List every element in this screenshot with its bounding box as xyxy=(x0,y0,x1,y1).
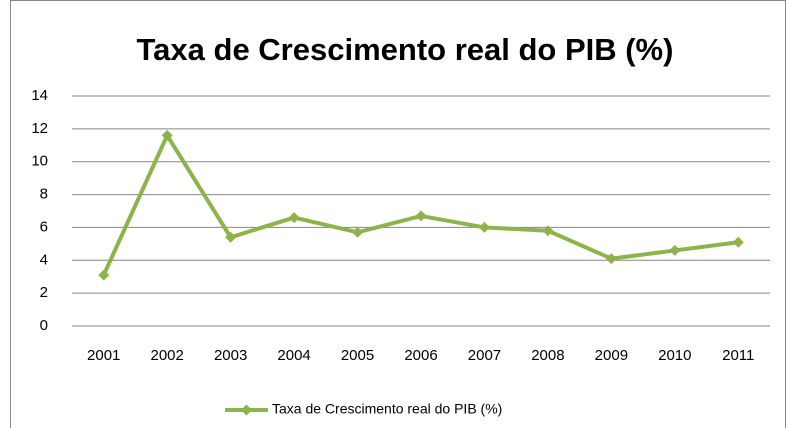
y-tick-label: 14 xyxy=(31,87,48,104)
marker xyxy=(161,129,173,141)
y-tick-label: 4 xyxy=(40,251,48,268)
x-tick-label: 2003 xyxy=(214,347,247,364)
marker xyxy=(542,225,554,237)
marker xyxy=(415,210,427,222)
y-tick-label: 0 xyxy=(40,317,48,334)
marker xyxy=(669,244,681,256)
y-tick-label: 6 xyxy=(40,218,48,235)
x-tick-label: 2011 xyxy=(722,347,754,364)
x-tick-label: 2002 xyxy=(150,347,183,364)
legend-label: Taxa de Crescimento real do PIB (%) xyxy=(272,401,502,417)
marker xyxy=(352,226,364,238)
y-tick-label: 10 xyxy=(31,153,48,170)
x-tick-label: 2010 xyxy=(658,347,691,364)
x-tick-label: 2008 xyxy=(531,347,564,364)
legend-marker xyxy=(241,404,252,416)
marker xyxy=(605,253,617,265)
chart-title: Taxa de Crescimento real do PIB (%) xyxy=(137,32,674,67)
marker xyxy=(478,221,490,233)
x-tick-label: 2005 xyxy=(341,347,374,364)
y-tick-label: 8 xyxy=(40,186,48,203)
y-tick-label: 12 xyxy=(31,120,48,137)
x-tick-label: 2004 xyxy=(277,347,310,364)
marker xyxy=(732,236,744,248)
chart-border xyxy=(10,0,786,428)
marker xyxy=(98,269,110,281)
x-tick-label: 2001 xyxy=(87,347,120,364)
x-tick-label: 2006 xyxy=(404,347,437,364)
y-tick-label: 2 xyxy=(40,284,48,301)
x-tick-label: 2009 xyxy=(595,347,628,364)
marker xyxy=(288,212,300,224)
marker xyxy=(225,231,237,243)
x-tick-label: 2007 xyxy=(468,347,501,364)
